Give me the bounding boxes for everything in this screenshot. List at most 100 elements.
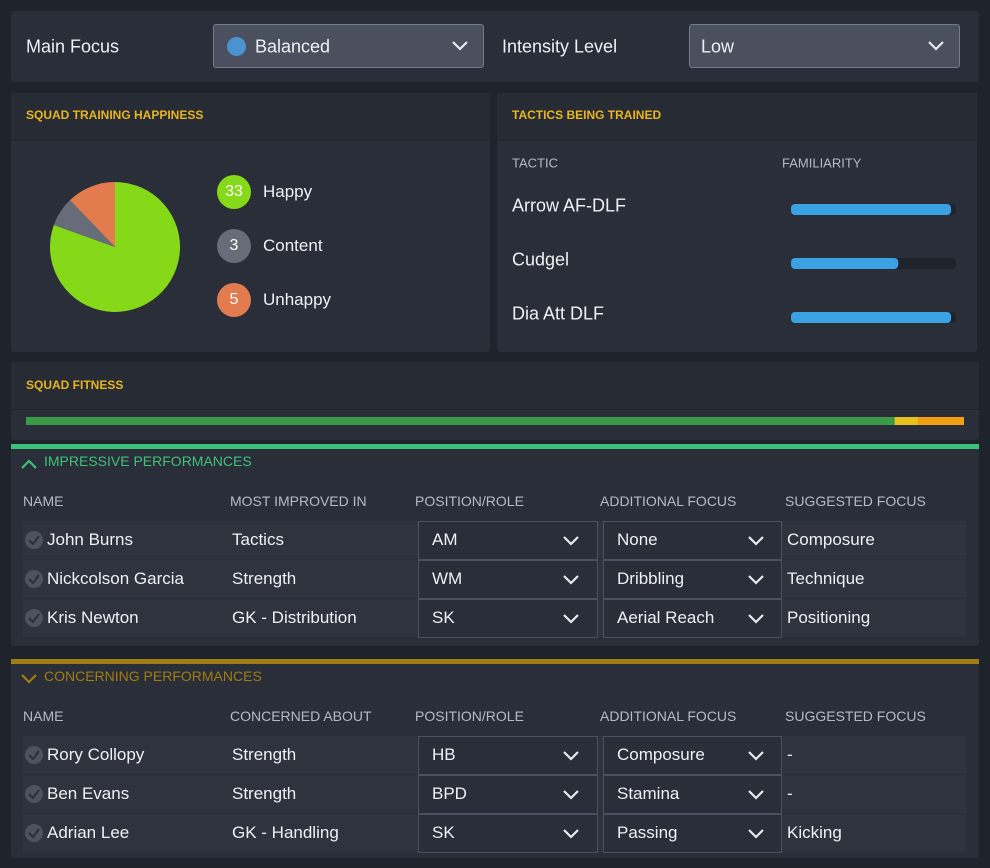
additional-focus: Aerial Reach bbox=[617, 608, 715, 627]
panel-header bbox=[497, 93, 977, 141]
column-header: NAME bbox=[23, 493, 64, 509]
suggested-focus: Kicking bbox=[787, 823, 842, 842]
player-name: Ben Evans bbox=[47, 784, 130, 803]
intensity-dropdown[interactable] bbox=[689, 24, 960, 68]
suggested-focus: - bbox=[787, 745, 793, 764]
chevron bbox=[563, 751, 579, 761]
check-icon[interactable] bbox=[24, 745, 44, 765]
player-name: Kris Newton bbox=[47, 608, 139, 627]
panel-header bbox=[11, 362, 979, 410]
chevron-line bbox=[748, 536, 764, 546]
chevron-line bbox=[563, 575, 579, 585]
main-focus-label: Main Focus bbox=[26, 36, 120, 57]
player-name: Nickcolson Garcia bbox=[47, 569, 184, 588]
panel-header bbox=[11, 93, 490, 141]
focus-dropdown[interactable] bbox=[603, 775, 782, 814]
check-icon[interactable] bbox=[24, 530, 44, 550]
reason: GK - Distribution bbox=[232, 608, 357, 627]
check-mark bbox=[28, 828, 40, 839]
familiarity-fill bbox=[791, 204, 952, 215]
legend-badge: 5 bbox=[217, 283, 251, 317]
suggested-focus: Positioning bbox=[787, 608, 871, 627]
check-mark bbox=[28, 750, 40, 761]
check-circle bbox=[25, 824, 43, 842]
fitness-segment bbox=[26, 417, 895, 425]
suggested-focus: - bbox=[787, 784, 793, 803]
tactics-title: TACTICS BEING TRAINED bbox=[512, 108, 662, 122]
check-icon[interactable] bbox=[24, 784, 44, 804]
main-focus-dropdown[interactable] bbox=[213, 24, 484, 68]
column-header: SUGGESTED FOCUS bbox=[785, 493, 926, 509]
fitness-segment bbox=[918, 417, 964, 425]
legend-badge: 33 bbox=[217, 175, 251, 209]
chevron bbox=[563, 536, 579, 546]
happiness-pie bbox=[49, 182, 180, 312]
column-header: ADDITIONAL FOCUS bbox=[600, 708, 737, 724]
check-icon[interactable] bbox=[24, 569, 44, 589]
chevron bbox=[748, 790, 764, 800]
column-header: TACTIC bbox=[512, 155, 558, 171]
intensity-label: Intensity Level bbox=[502, 36, 618, 57]
check-circle bbox=[25, 746, 43, 764]
chevron-line bbox=[563, 614, 579, 624]
familiarity-fill bbox=[791, 258, 899, 269]
player-name: John Burns bbox=[47, 530, 133, 549]
legend-label: Content bbox=[263, 236, 323, 255]
fitness-bar bbox=[26, 417, 964, 425]
legend-badge: 3 bbox=[217, 229, 251, 263]
chevron-line bbox=[563, 790, 579, 800]
position-role: BPD bbox=[432, 784, 467, 803]
chevron bbox=[563, 829, 579, 839]
reason: Strength bbox=[232, 745, 297, 764]
focus-dropdown[interactable] bbox=[603, 560, 782, 599]
additional-focus: None bbox=[617, 530, 658, 549]
position-role: SK bbox=[432, 608, 455, 627]
reason: GK - Handling bbox=[232, 823, 339, 842]
column-header: POSITION/ROLE bbox=[415, 708, 524, 724]
happiness-title: SQUAD TRAINING HAPPINESS bbox=[26, 108, 204, 122]
column-header: NAME bbox=[23, 708, 64, 724]
chevron bbox=[21, 459, 37, 469]
check-mark bbox=[28, 535, 40, 546]
column-header: POSITION/ROLE bbox=[415, 493, 524, 509]
fitness-title: SQUAD FITNESS bbox=[26, 378, 124, 392]
chevron-line bbox=[748, 575, 764, 585]
legend-label: Unhappy bbox=[263, 290, 332, 309]
chevron-line bbox=[748, 829, 764, 839]
chevron bbox=[563, 790, 579, 800]
check-circle bbox=[25, 609, 43, 627]
section-rule bbox=[11, 659, 979, 664]
focus-icon bbox=[227, 37, 246, 56]
column-header: MOST IMPROVED IN bbox=[230, 493, 367, 509]
chevron-line bbox=[748, 751, 764, 761]
reason: Strength bbox=[232, 569, 297, 588]
legend-label: Happy bbox=[263, 182, 313, 201]
chevron bbox=[748, 575, 764, 585]
chevron-line bbox=[21, 459, 37, 469]
familiarity-bar bbox=[791, 312, 956, 323]
chevron-line bbox=[563, 751, 579, 761]
section-rule bbox=[11, 444, 979, 449]
chevron-line bbox=[563, 829, 579, 839]
additional-focus: Composure bbox=[617, 745, 705, 764]
fitness-segment bbox=[894, 417, 919, 425]
suggested-focus: Technique bbox=[787, 569, 865, 588]
position-role: WM bbox=[432, 569, 463, 588]
column-header: SUGGESTED FOCUS bbox=[785, 708, 926, 724]
check-circle bbox=[25, 785, 43, 803]
chevron-line bbox=[21, 674, 37, 684]
familiarity-fill bbox=[791, 312, 952, 323]
tactic-name: Arrow AF-DLF bbox=[512, 195, 627, 216]
position-dropdown[interactable] bbox=[418, 521, 598, 560]
check-icon[interactable] bbox=[24, 608, 44, 628]
additional-focus: Stamina bbox=[617, 784, 680, 803]
check-icon[interactable] bbox=[24, 823, 44, 843]
column-header: ADDITIONAL FOCUS bbox=[600, 493, 737, 509]
chevron bbox=[563, 575, 579, 585]
familiarity-bar bbox=[791, 204, 956, 215]
chevron bbox=[928, 41, 944, 51]
familiarity-bar bbox=[791, 258, 956, 269]
chevron-line bbox=[748, 790, 764, 800]
additional-focus: Passing bbox=[617, 823, 678, 842]
